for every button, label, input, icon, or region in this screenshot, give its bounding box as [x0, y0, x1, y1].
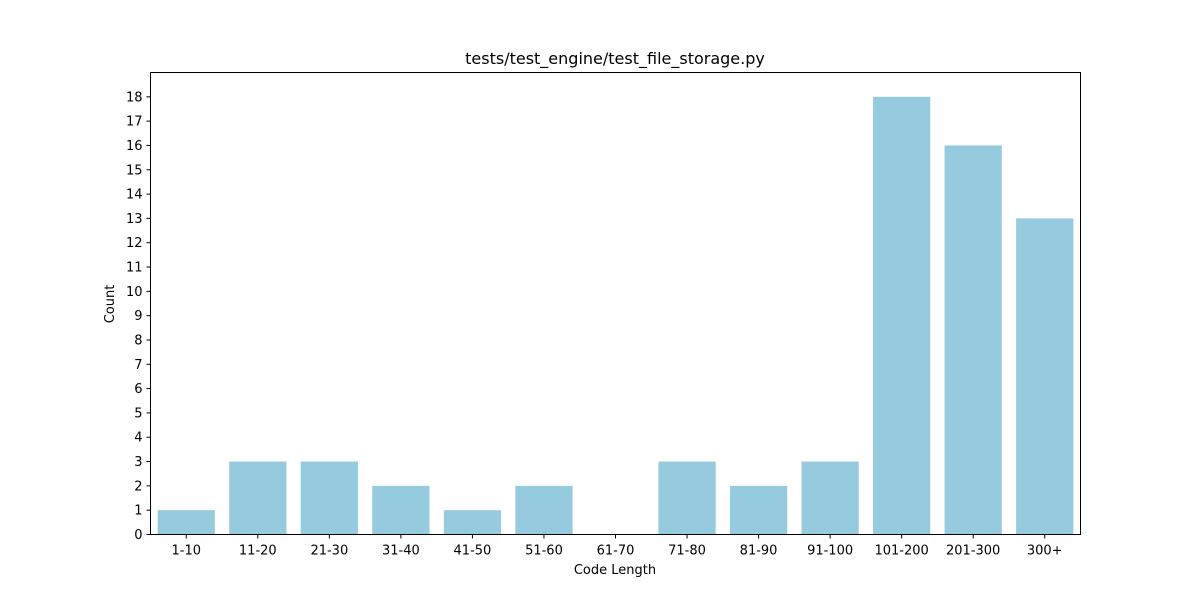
y-tick-label: 12	[126, 236, 143, 251]
y-tick-label: 15	[126, 163, 143, 178]
x-axis-label: Code Length	[574, 563, 656, 578]
y-tick-label: 10	[126, 285, 143, 300]
y-tick-label: 18	[126, 90, 143, 105]
bar-1-10	[157, 510, 215, 535]
bar-81-90	[729, 485, 788, 535]
y-tick-label: 3	[134, 455, 142, 470]
y-tick-label: 1	[134, 504, 142, 519]
x-tick-label: 31-40	[382, 544, 420, 559]
y-axis-label: Count	[103, 285, 118, 324]
x-tick-label: 41-50	[454, 544, 492, 559]
bar-71-80	[658, 461, 716, 535]
y-tick-label: 0	[134, 528, 142, 543]
y-tick-label: 2	[134, 479, 142, 494]
bars-group	[157, 96, 1074, 535]
x-tick-label: 71-80	[668, 544, 706, 559]
x-tick-label: 300+	[1027, 544, 1063, 559]
y-tick-label: 5	[134, 406, 142, 421]
bar-101-200	[873, 96, 931, 535]
x-tick-label: 51-60	[525, 544, 563, 559]
bar-41-50	[443, 510, 502, 535]
chart-title: tests/test_engine/test_file_storage.py	[465, 49, 765, 69]
y-tick-label: 13	[126, 212, 143, 227]
y-tick-label: 9	[134, 309, 142, 324]
x-tick-label: 61-70	[597, 544, 635, 559]
x-tick-label: 101-200	[874, 544, 928, 559]
x-tick-label: 21-30	[310, 544, 348, 559]
plot-frame	[150, 72, 1081, 535]
bar-11-20	[229, 461, 287, 535]
y-tick-label: 8	[134, 333, 142, 348]
y-tick-label: 6	[134, 382, 142, 397]
x-tick-label: 11-20	[239, 544, 277, 559]
bar-201-300	[944, 145, 1002, 535]
y-tick-label: 4	[134, 431, 142, 446]
x-axis-ticks: 1-10 11-20 21-30 31-40 41-50 51-60 61-70 71-80 8…	[172, 534, 1063, 559]
y-tick-label: 17	[126, 115, 143, 130]
x-tick-label: 201-300	[946, 544, 1000, 559]
y-tick-label: 7	[134, 358, 142, 373]
bar-51-60	[515, 485, 573, 535]
bar-300+	[1016, 218, 1074, 535]
y-tick-label: 16	[126, 139, 143, 154]
y-tick-label: 11	[126, 261, 143, 276]
bar-31-40	[372, 485, 430, 535]
y-tick-label: 14	[126, 188, 143, 203]
x-tick-label: 1-10	[172, 544, 202, 559]
x-tick-label: 81-90	[740, 544, 778, 559]
x-tick-label: 91-100	[807, 544, 853, 559]
bar-21-30	[300, 461, 358, 535]
bar-91-100	[801, 461, 859, 535]
